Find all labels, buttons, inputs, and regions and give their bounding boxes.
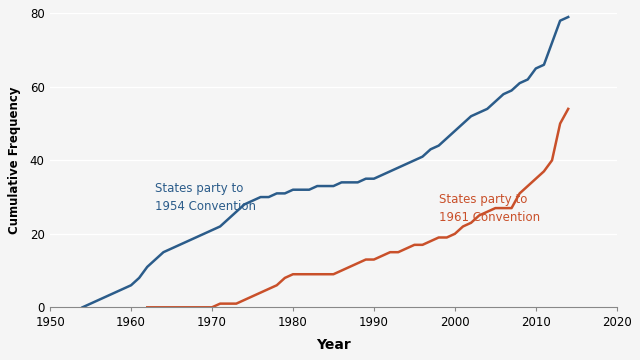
X-axis label: Year: Year: [316, 338, 351, 352]
Text: States party to
1961 Convention: States party to 1961 Convention: [438, 193, 540, 224]
Y-axis label: Cumulative Frequency: Cumulative Frequency: [8, 86, 21, 234]
Text: States party to
1954 Convention: States party to 1954 Convention: [156, 181, 257, 212]
